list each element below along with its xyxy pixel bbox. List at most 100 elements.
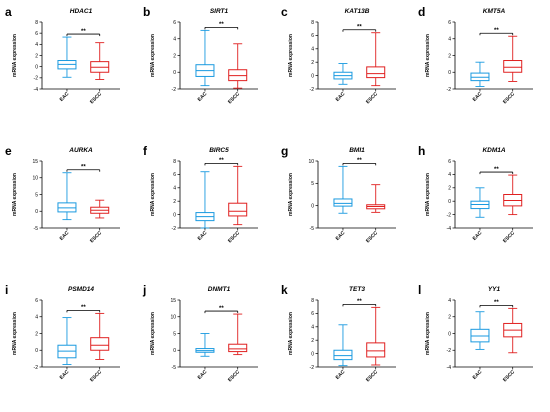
y-tick-label: 2 bbox=[448, 315, 451, 321]
box-eac bbox=[195, 333, 215, 357]
gene-title: SIRT1 bbox=[210, 8, 229, 15]
significance-label: ** bbox=[219, 158, 224, 164]
y-axis-label: mRNA expression bbox=[288, 173, 294, 216]
panel-letter: l bbox=[418, 283, 421, 297]
y-tick-label: 10 bbox=[170, 315, 176, 321]
y-tick-label: -4 bbox=[34, 87, 39, 93]
x-category-label: EAC bbox=[472, 230, 484, 242]
gene-title: PSMD14 bbox=[68, 286, 94, 293]
x-category-label: EAC bbox=[472, 369, 484, 381]
y-tick-label: 0 bbox=[311, 73, 314, 79]
significance-label: ** bbox=[219, 22, 224, 28]
iqr-box bbox=[57, 202, 77, 213]
y-tick-label: 0 bbox=[448, 199, 451, 205]
panel-j: j DNMT1 -5 0 5 10 15 mRNA expression EAC ESCC ** bbox=[142, 283, 258, 383]
box-escc bbox=[503, 307, 523, 354]
iqr-box bbox=[333, 198, 353, 207]
x-category-label: ESCC bbox=[365, 91, 379, 105]
y-tick-label: 2 bbox=[448, 186, 451, 192]
iqr-box bbox=[503, 60, 523, 73]
gene-title: KAT13B bbox=[345, 8, 370, 15]
box-eac bbox=[333, 324, 353, 367]
panel-letter: i bbox=[5, 283, 8, 297]
y-tick-label: 0 bbox=[173, 70, 176, 76]
iqr-box bbox=[333, 349, 353, 361]
x-category-label: EAC bbox=[59, 230, 71, 242]
panel-letter: h bbox=[418, 144, 425, 158]
box-eac bbox=[57, 172, 77, 221]
panel-letter: k bbox=[281, 283, 288, 297]
y-tick-label: 0 bbox=[173, 348, 176, 354]
significance-label: ** bbox=[357, 299, 362, 305]
y-tick-label: -5 bbox=[310, 226, 315, 232]
panel-g: g BMI1 -5 0 5 10 mRNA expression EAC ESCC ** bbox=[281, 144, 396, 244]
y-tick-label: -2 bbox=[34, 76, 39, 82]
box-escc bbox=[90, 312, 110, 360]
y-tick-label: 6 bbox=[448, 20, 451, 26]
y-tick-label: 4 bbox=[173, 37, 176, 43]
panel-letter: g bbox=[281, 144, 288, 158]
y-tick-label: 5 bbox=[35, 192, 38, 198]
y-tick-label: 8 bbox=[311, 298, 314, 304]
x-category-label: ESCC bbox=[89, 91, 103, 105]
y-axis-label: mRNA expression bbox=[12, 34, 18, 77]
x-category-label: EAC bbox=[335, 91, 347, 103]
x-category-label: EAC bbox=[335, 230, 347, 242]
iqr-box bbox=[366, 342, 386, 358]
panel-c: c KAT13B -2 0 2 4 6 8 mRNA expression EAC ESCC ** bbox=[281, 5, 396, 105]
y-axis-label: mRNA expression bbox=[150, 173, 156, 216]
y-tick-label: 0 bbox=[448, 70, 451, 76]
box-eac bbox=[57, 36, 77, 78]
y-tick-label: 4 bbox=[448, 37, 451, 43]
y-tick-label: 0 bbox=[448, 331, 451, 337]
box-eac bbox=[333, 63, 353, 85]
y-tick-label: 6 bbox=[448, 159, 451, 165]
y-tick-label: -2 bbox=[310, 365, 315, 371]
y-tick-label: 0 bbox=[35, 64, 38, 70]
y-tick-label: -5 bbox=[34, 226, 39, 232]
iqr-box bbox=[366, 66, 386, 79]
gene-title: KMT5A bbox=[483, 8, 506, 15]
box-eac bbox=[333, 165, 353, 214]
y-tick-label: 2 bbox=[173, 199, 176, 205]
panel-letter: d bbox=[418, 5, 425, 19]
y-tick-label: 6 bbox=[173, 20, 176, 26]
panel-d: d KMT5A -2 0 2 4 6 mRNA expression EAC ESCC ** bbox=[418, 5, 533, 105]
y-axis-label: mRNA expression bbox=[425, 312, 431, 355]
box-escc bbox=[90, 199, 110, 219]
y-tick-label: 4 bbox=[448, 172, 451, 178]
y-tick-label: 5 bbox=[311, 181, 314, 187]
box-escc bbox=[228, 313, 248, 356]
box-escc bbox=[366, 306, 386, 366]
x-category-label: EAC bbox=[59, 369, 71, 381]
y-tick-label: 6 bbox=[35, 31, 38, 37]
y-tick-label: -2 bbox=[34, 365, 39, 371]
panel-l: l YY1 -4 -2 0 2 4 mRNA expression EAC ESCC ** bbox=[418, 283, 533, 383]
y-tick-label: -2 bbox=[447, 87, 452, 93]
panel-letter: a bbox=[5, 5, 12, 19]
y-axis-label: mRNA expression bbox=[150, 34, 156, 77]
y-tick-label: 4 bbox=[311, 47, 314, 53]
y-tick-label: 0 bbox=[35, 209, 38, 215]
significance-label: ** bbox=[81, 29, 86, 35]
significance-label: ** bbox=[494, 300, 499, 306]
panel-letter: e bbox=[5, 144, 12, 158]
x-category-label: ESCC bbox=[89, 369, 103, 383]
y-tick-label: 5 bbox=[173, 331, 176, 337]
panel-letter: j bbox=[142, 283, 146, 297]
y-tick-label: 2 bbox=[35, 331, 38, 337]
gene-title: TET3 bbox=[349, 286, 365, 293]
box-eac bbox=[57, 317, 77, 365]
x-category-label: ESCC bbox=[227, 91, 241, 105]
y-tick-label: -2 bbox=[172, 226, 177, 232]
y-tick-label: 4 bbox=[311, 325, 314, 331]
x-category-label: ESCC bbox=[227, 369, 241, 383]
x-category-label: ESCC bbox=[502, 91, 516, 105]
y-tick-label: 6 bbox=[311, 33, 314, 39]
panel-f: f BIRC5 -2 0 2 4 6 8 mRNA expression EAC ESCC ** bbox=[143, 144, 258, 244]
significance-label: ** bbox=[357, 158, 362, 164]
panel-a: a HDAC1 -4 -2 0 2 4 6 8 mRNA expression EAC ESCC ** bbox=[5, 5, 120, 105]
y-tick-label: 0 bbox=[311, 203, 314, 209]
y-tick-label: -4 bbox=[447, 226, 452, 232]
y-tick-label: 2 bbox=[35, 53, 38, 59]
